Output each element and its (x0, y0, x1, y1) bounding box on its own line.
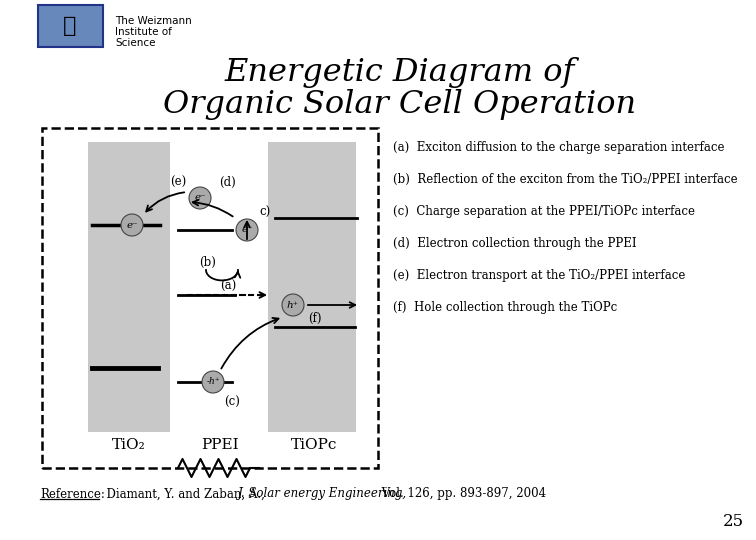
Bar (268, 142, 356, 432)
Text: -h⁺: -h⁺ (206, 377, 220, 387)
Text: (e)  Electron transport at the TiO₂/PPEI interface: (e) Electron transport at the TiO₂/PPEI … (393, 268, 686, 281)
Bar (38, 5, 103, 47)
Text: (d): (d) (220, 176, 237, 188)
Text: Energetic Diagram of: Energetic Diagram of (225, 57, 575, 89)
Text: (c)  Charge separation at the PPEI/TiOPc interface: (c) Charge separation at the PPEI/TiOPc … (393, 205, 695, 218)
Circle shape (189, 187, 211, 209)
Circle shape (236, 219, 258, 241)
Text: (a): (a) (220, 280, 236, 293)
Text: TiO₂: TiO₂ (112, 438, 146, 452)
Text: 25: 25 (723, 514, 744, 530)
Text: e⁻: e⁻ (194, 193, 206, 202)
Text: Vol. 126, pp. 893-897, 2004: Vol. 126, pp. 893-897, 2004 (378, 488, 546, 501)
Bar (42, 128, 378, 468)
Text: Science: Science (115, 38, 156, 48)
Text: (f)  Hole collection through the TiOPc: (f) Hole collection through the TiOPc (393, 300, 617, 314)
Text: c): c) (259, 206, 271, 219)
Text: (b)  Reflection of the exciton from the TiO₂/PPEI interface: (b) Reflection of the exciton from the T… (393, 172, 738, 186)
Text: The Weizmann: The Weizmann (115, 16, 192, 26)
Text: (c): (c) (224, 395, 240, 408)
Text: (b): (b) (200, 255, 216, 268)
Circle shape (121, 214, 143, 236)
Text: Organic Solar Cell Operation: Organic Solar Cell Operation (163, 90, 637, 120)
Text: (e): (e) (170, 176, 186, 188)
Text: PPEI: PPEI (201, 438, 239, 452)
Text: TiOPc: TiOPc (291, 438, 337, 452)
Text: Reference:: Reference: (40, 488, 105, 501)
Text: (d)  Electron collection through the PPEI: (d) Electron collection through the PPEI (393, 237, 637, 249)
Text: Institute of: Institute of (115, 27, 172, 37)
Text: (a)  Exciton diffusion to the charge separation interface: (a) Exciton diffusion to the charge sepa… (393, 140, 724, 153)
Text: e⁻: e⁻ (241, 226, 253, 234)
Text: J. Solar energy Engineering,: J. Solar energy Engineering, (238, 488, 407, 501)
Text: 🌲: 🌲 (64, 16, 76, 36)
Text: h⁺: h⁺ (287, 300, 299, 309)
Circle shape (282, 294, 304, 316)
Text: e⁻: e⁻ (126, 220, 138, 230)
Text: (f): (f) (308, 312, 322, 325)
Text: Diamant, Y. and Zaban, A.,: Diamant, Y. and Zaban, A., (99, 488, 268, 501)
Bar (88, 142, 170, 432)
Circle shape (202, 371, 224, 393)
